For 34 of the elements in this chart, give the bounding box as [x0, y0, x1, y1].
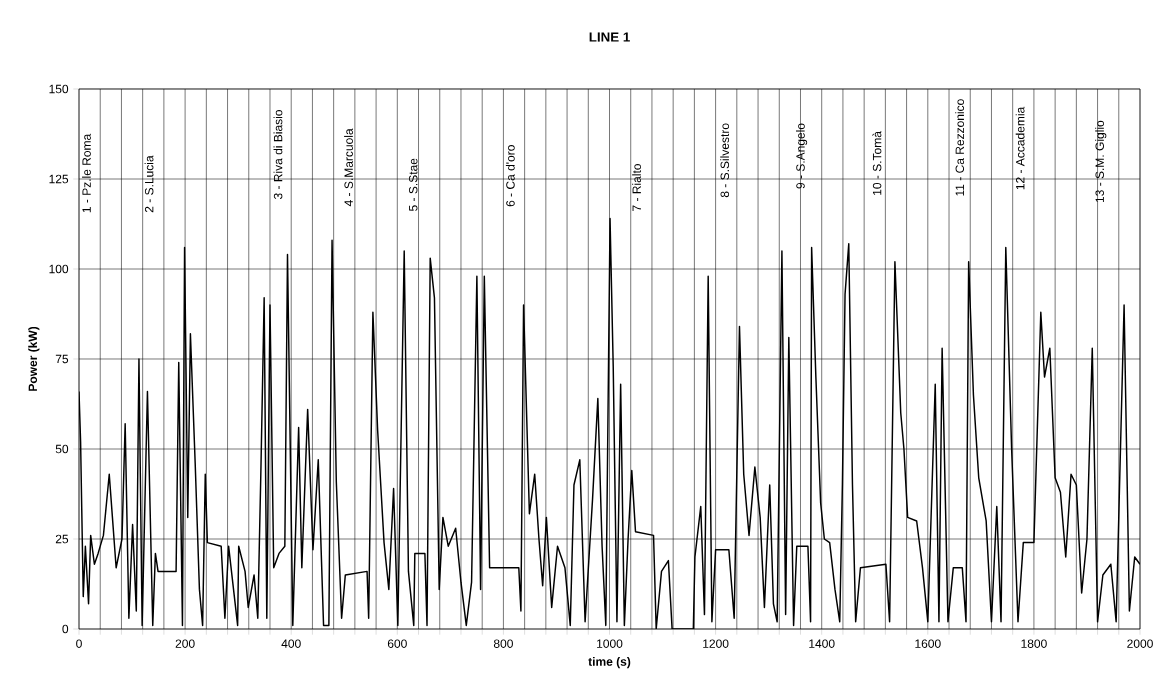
- x-tick-label: 1400: [809, 639, 835, 648]
- y-tick-label: 125: [49, 174, 69, 184]
- x-tick-label: 800: [493, 639, 513, 648]
- x-tick-label: 1600: [915, 639, 941, 648]
- x-tick-label: 1000: [597, 639, 623, 648]
- annotation: 2 - S.Lucia: [144, 155, 154, 213]
- annotation: 7 - Rialto: [632, 164, 641, 211]
- annotation: 9 - S.Angelo: [795, 123, 808, 189]
- y-tick-label: 100: [49, 264, 69, 274]
- annotation: 3 - Riva di Biasio: [273, 110, 283, 200]
- x-tick-label: 600: [387, 639, 407, 648]
- annotation: 8 - S.Silvestro: [720, 123, 730, 198]
- y-tick-label: 150: [49, 84, 69, 94]
- annotation: 1 - Pz.le Roma: [82, 133, 91, 213]
- y-tick-label: 75: [55, 354, 69, 364]
- y-tick-label: 50: [55, 444, 69, 454]
- x-tick-label: 0: [76, 639, 82, 648]
- annotation: 11 - Ca Rezzonico: [955, 99, 965, 196]
- annotation: 6 - Ca d'oro: [505, 145, 515, 207]
- x-tick-label: 400: [281, 639, 301, 648]
- annotation: 5 - S.Stae: [408, 158, 418, 211]
- annotation: 12 - Accademia: [1015, 106, 1025, 190]
- x-tick-label: 1200: [703, 639, 729, 648]
- x-tick-label: 200: [175, 639, 195, 648]
- annotation: 10 - S.Tomà: [872, 131, 882, 195]
- x-tick-label: 1800: [1021, 639, 1047, 648]
- annotation: 13 - S.M. Giglio: [1095, 120, 1107, 203]
- annotation: 4 - S.Marcuola: [344, 128, 353, 207]
- y-axis-title: Power (kW): [28, 326, 40, 391]
- x-tick-label: 2000: [1127, 639, 1153, 648]
- chart-title: LINE 1: [589, 32, 630, 42]
- y-tick-label: 25: [55, 534, 69, 544]
- x-axis-title: time (s): [588, 657, 631, 669]
- y-tick-label: 0: [62, 624, 69, 634]
